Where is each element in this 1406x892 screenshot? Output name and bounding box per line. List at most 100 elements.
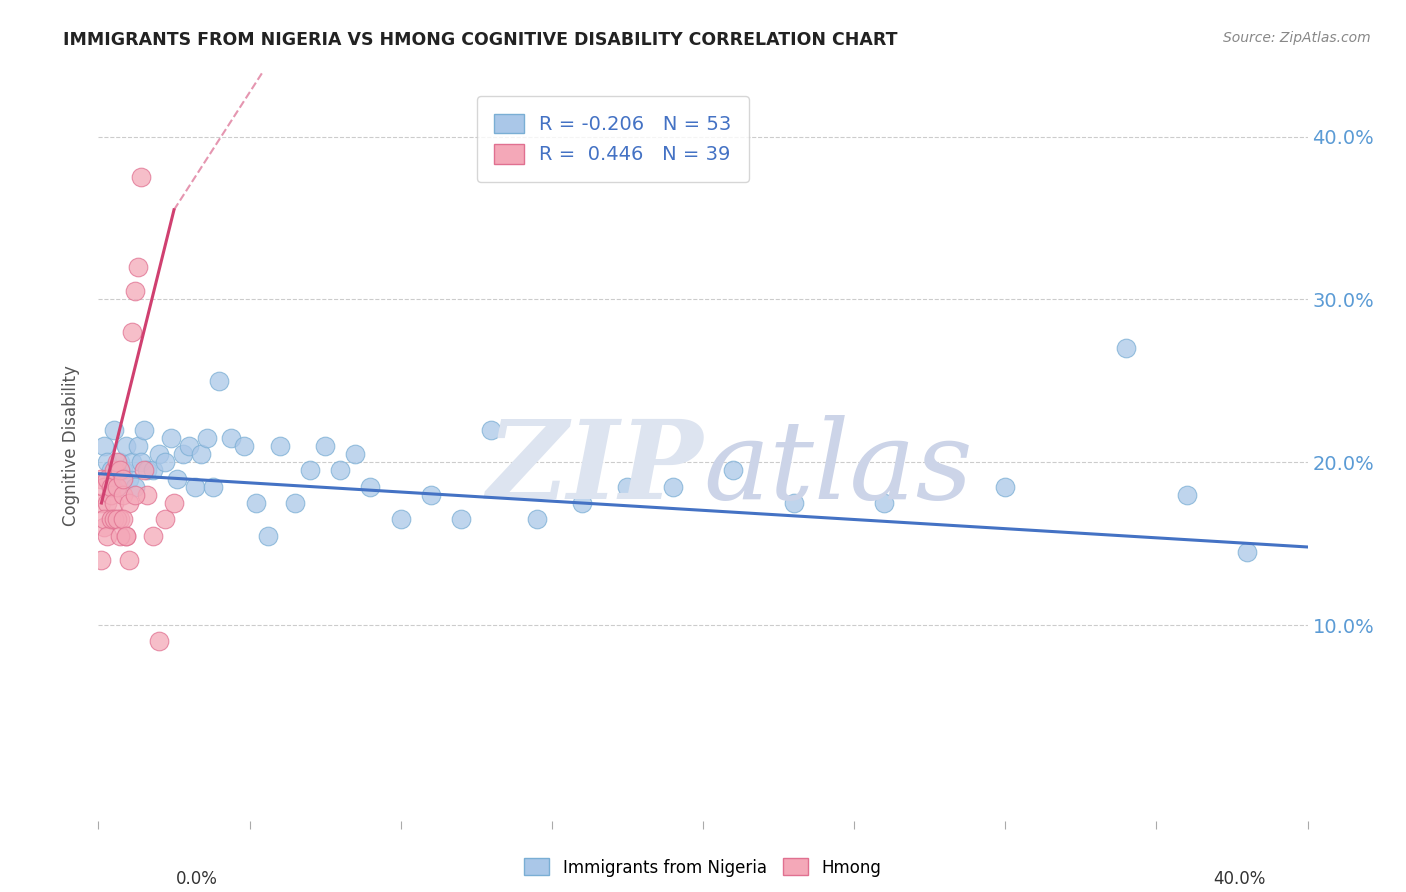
Point: [245, 496, 267, 510]
Point: [1236, 545, 1258, 559]
Point: [148, 634, 170, 648]
Point: [723, 463, 745, 477]
Point: [420, 488, 443, 502]
Point: [1175, 488, 1198, 502]
Point: [256, 528, 278, 542]
Point: [284, 496, 307, 510]
Point: [103, 463, 125, 477]
Point: [114, 528, 136, 542]
Legend: R = -0.206   N = 53, R =  0.446   N = 39: R = -0.206 N = 53, R = 0.446 N = 39: [477, 96, 749, 182]
Point: [616, 480, 638, 494]
Point: [108, 528, 131, 542]
Point: [153, 455, 176, 469]
Point: [526, 512, 548, 526]
Point: [111, 512, 134, 526]
Point: [103, 512, 125, 526]
Point: [873, 496, 896, 510]
Point: [103, 496, 125, 510]
Point: [111, 463, 134, 477]
Point: [118, 496, 141, 510]
Point: [481, 423, 503, 437]
Point: [118, 472, 141, 486]
Point: [114, 528, 136, 542]
Point: [108, 455, 131, 469]
Point: [450, 512, 472, 526]
Point: [108, 512, 131, 526]
Point: [105, 480, 128, 494]
Point: [389, 512, 412, 526]
Point: [108, 463, 131, 477]
Point: [93, 512, 115, 526]
Point: [160, 431, 183, 445]
Point: [121, 325, 143, 339]
Point: [163, 496, 186, 510]
Point: [121, 455, 143, 469]
Point: [208, 374, 231, 388]
Point: [90, 553, 112, 567]
Point: [184, 480, 207, 494]
Point: [93, 439, 115, 453]
Point: [111, 488, 134, 502]
Point: [232, 439, 254, 453]
Point: [661, 480, 683, 494]
Point: [96, 496, 118, 510]
Point: [135, 463, 157, 477]
Point: [105, 455, 128, 469]
Point: [142, 463, 165, 477]
Point: [269, 439, 291, 453]
Point: [96, 455, 118, 469]
Point: [360, 480, 382, 494]
Point: [202, 480, 225, 494]
Point: [994, 480, 1017, 494]
Point: [114, 439, 136, 453]
Point: [127, 439, 149, 453]
Point: [124, 488, 146, 502]
Point: [129, 170, 152, 185]
Point: [90, 496, 112, 510]
Point: [93, 520, 115, 534]
Point: [299, 463, 322, 477]
Text: 0.0%: 0.0%: [176, 870, 218, 888]
Point: [127, 260, 149, 274]
Point: [221, 431, 243, 445]
Point: [132, 463, 155, 477]
Point: [190, 447, 212, 461]
Point: [329, 463, 352, 477]
Point: [571, 496, 593, 510]
Point: [344, 447, 367, 461]
Point: [90, 472, 112, 486]
Point: [179, 439, 201, 453]
Point: [96, 472, 118, 486]
Point: [96, 528, 118, 542]
Point: [100, 512, 122, 526]
Y-axis label: Cognitive Disability: Cognitive Disability: [62, 366, 80, 526]
Point: [105, 480, 128, 494]
Point: [148, 447, 170, 461]
Point: [132, 423, 155, 437]
Point: [100, 463, 122, 477]
Legend: Immigrants from Nigeria, Hmong: Immigrants from Nigeria, Hmong: [516, 850, 890, 885]
Point: [124, 285, 146, 299]
Point: [129, 455, 152, 469]
Point: [166, 472, 188, 486]
Text: atlas: atlas: [703, 415, 973, 522]
Text: IMMIGRANTS FROM NIGERIA VS HMONG COGNITIVE DISABILITY CORRELATION CHART: IMMIGRANTS FROM NIGERIA VS HMONG COGNITI…: [63, 31, 898, 49]
Point: [1115, 341, 1137, 355]
Point: [783, 496, 806, 510]
Text: 40.0%: 40.0%: [1213, 870, 1265, 888]
Point: [135, 488, 157, 502]
Point: [314, 439, 336, 453]
Text: ZIP: ZIP: [486, 415, 703, 522]
Point: [93, 480, 115, 494]
Point: [100, 480, 122, 494]
Text: Source: ZipAtlas.com: Source: ZipAtlas.com: [1223, 31, 1371, 45]
Point: [105, 512, 128, 526]
Point: [100, 488, 122, 502]
Point: [142, 528, 165, 542]
Point: [195, 431, 218, 445]
Point: [103, 423, 125, 437]
Point: [118, 553, 141, 567]
Point: [111, 472, 134, 486]
Point: [124, 480, 146, 494]
Point: [172, 447, 194, 461]
